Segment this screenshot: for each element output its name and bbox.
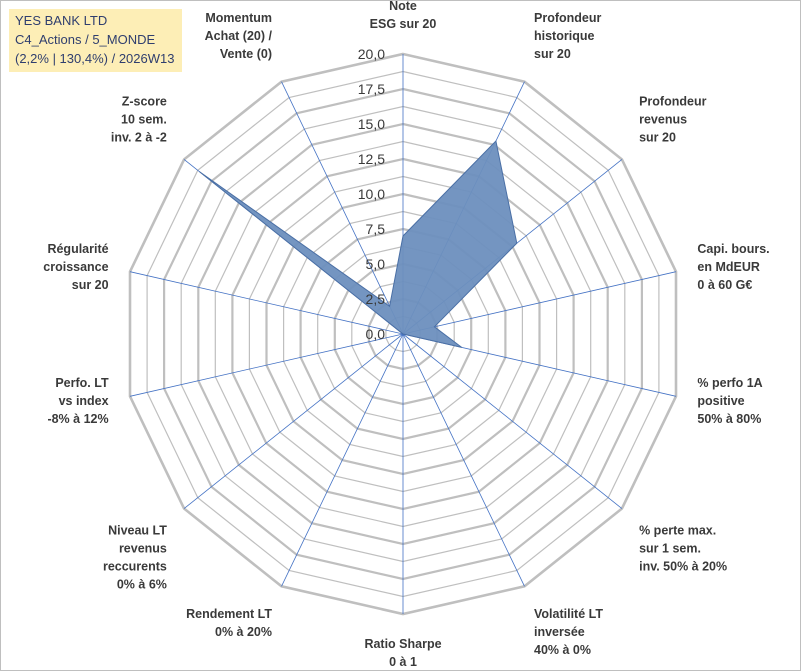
axis-spoke: [129, 333, 404, 397]
axis-label-line: Vente (0): [220, 47, 272, 61]
axis-label-line: % perfo 1A: [697, 376, 762, 390]
chart-title-line-1: YES BANK LTD: [15, 13, 108, 28]
axis-label-line: 40% à 0%: [534, 643, 591, 657]
axis-label: Momentum Achat (20) / Vente (0): [205, 11, 273, 61]
axis-label-line: Capi. bours.: [697, 242, 769, 256]
axis-label: Rendement LT 0% à 20%: [186, 607, 272, 639]
axis-label-line: Profondeur: [639, 95, 706, 109]
axis-label: Perfo. LT vs index -8% à 12%: [47, 376, 109, 426]
axis-label-line: en MdEUR: [697, 260, 760, 274]
axis-label: Z-score 10 sem. inv. 2 à -2: [111, 95, 167, 145]
chart-title-box: YES BANK LTD C4_Actions / 5_MONDE (2,2% …: [9, 9, 183, 72]
axis-label-line: sur 1 sem.: [639, 541, 701, 555]
axis-label: Profondeur historique sur 20: [534, 11, 601, 61]
tick-label: 5,0: [366, 256, 386, 272]
axis-label-line: sur 20: [72, 278, 109, 292]
axis-label: Volatilité LT inversée 40% à 0%: [534, 607, 603, 657]
axis-label-line: sur 20: [639, 131, 676, 145]
radar-tick-labels: 0,0 2,5 5,0 7,5 10,0 12,5 15,0 17,5 20,0: [358, 46, 385, 342]
axis-label-line: Rendement LT: [186, 607, 272, 621]
axis-label-line: sur 20: [534, 47, 571, 61]
axis-label-line: 0 à 1: [389, 655, 417, 669]
axis-label: Ratio Sharpe 0 à 1: [364, 637, 441, 669]
chart-title-line-2: C4_Actions / 5_MONDE: [15, 32, 156, 47]
tick-label: 0,0: [366, 326, 386, 342]
axis-label-line: Niveau LT: [108, 523, 167, 537]
axis-label-line: reccurents: [103, 559, 167, 573]
axis-label-line: positive: [697, 394, 744, 408]
axis-label: % perfo 1A positive 50% à 80%: [697, 376, 762, 426]
axis-spoke: [281, 81, 404, 335]
axis-label-line: 0 à 60 G€: [697, 278, 752, 292]
axis-label-line: 10 sem.: [121, 113, 167, 127]
axis-label-line: vs index: [59, 394, 109, 408]
axis-spoke: [402, 333, 623, 509]
axis-label-line: Régularité: [47, 242, 108, 256]
axis-label-line: Volatilité LT: [534, 607, 603, 621]
axis-spoke: [402, 333, 525, 587]
axis-label-line: revenus: [639, 113, 687, 127]
chart-title-line-3: (2,2% | 130,4%) / 2026W13: [15, 51, 175, 66]
axis-label-line: -8% à 12%: [47, 412, 108, 426]
axis-label: Niveau LT revenus reccurents 0% à 6%: [103, 523, 167, 591]
axis-label-line: ESG sur 20: [370, 17, 437, 31]
axis-label: Capi. bours. en MdEUR 0 à 60 G€: [697, 242, 769, 292]
tick-label: 7,5: [366, 221, 386, 237]
series-area: [199, 139, 518, 348]
axis-label: Régularité croissance sur 20: [43, 242, 108, 292]
axis-label-line: 0% à 20%: [215, 625, 272, 639]
tick-label: 15,0: [358, 116, 385, 132]
axis-label-line: Perfo. LT: [55, 376, 109, 390]
axis-label: Profondeur revenus sur 20: [639, 95, 706, 145]
radar-axis-labels: Note ESG sur 20 Profondeur historique sur 20…: [43, 0, 769, 669]
axis-label-line: inv. 50% à 20%: [639, 559, 727, 573]
axis-label-line: 0% à 6%: [117, 577, 167, 591]
axis-label-line: Profondeur: [534, 11, 601, 25]
tick-label: 12,5: [358, 151, 385, 167]
axis-label: % perte max. sur 1 sem. inv. 50% à 20%: [639, 523, 727, 573]
tick-label: 10,0: [358, 186, 385, 202]
axis-spoke: [281, 333, 404, 587]
axis-label-line: croissance: [43, 260, 108, 274]
axis-label-line: Momentum: [205, 11, 272, 25]
axis-label-line: Z-score: [122, 95, 167, 109]
axis-spoke: [402, 271, 677, 335]
axis-label-line: revenus: [119, 541, 167, 555]
axis-label-line: Ratio Sharpe: [364, 637, 441, 651]
tick-label: 17,5: [358, 81, 385, 97]
axis-label-line: 50% à 80%: [697, 412, 761, 426]
tick-label: 20,0: [358, 46, 385, 62]
axis-label: Note ESG sur 20: [370, 0, 437, 31]
axis-label-line: % perte max.: [639, 523, 716, 537]
tick-label: 2,5: [366, 291, 386, 307]
axis-label-line: Achat (20) /: [205, 29, 273, 43]
axis-label-line: historique: [534, 29, 594, 43]
axis-spoke: [183, 333, 404, 509]
axis-spoke: [129, 271, 404, 335]
radar-series: [199, 139, 518, 348]
axis-label-line: Note: [389, 0, 417, 13]
axis-label-line: inv. 2 à -2: [111, 131, 167, 145]
axis-label-line: inversée: [534, 625, 585, 639]
